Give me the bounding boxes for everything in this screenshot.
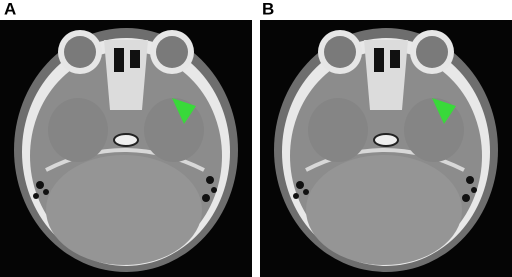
panel-label: B	[262, 0, 274, 18]
ct-scan-image	[0, 18, 254, 277]
panel-b: B	[258, 0, 512, 277]
panel-a: A	[0, 0, 254, 277]
ct-scan-image	[258, 18, 512, 277]
panel-label: A	[4, 0, 16, 18]
